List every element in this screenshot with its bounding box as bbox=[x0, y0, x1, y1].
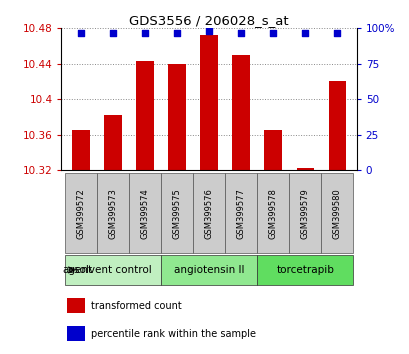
Bar bbox=[256, 173, 289, 253]
Text: percentile rank within the sample: percentile rank within the sample bbox=[91, 329, 255, 339]
Title: GDS3556 / 206028_s_at: GDS3556 / 206028_s_at bbox=[129, 14, 288, 27]
Point bbox=[333, 30, 340, 35]
Point bbox=[109, 30, 116, 35]
Text: solvent control: solvent control bbox=[74, 265, 151, 275]
Point bbox=[77, 30, 84, 35]
Bar bbox=[72, 130, 89, 170]
Bar bbox=[65, 173, 97, 253]
Bar bbox=[232, 55, 249, 170]
Bar bbox=[256, 255, 353, 285]
Bar bbox=[67, 298, 85, 313]
Bar bbox=[136, 61, 153, 170]
Bar bbox=[193, 173, 225, 253]
Bar bbox=[104, 115, 121, 170]
Text: angiotensin II: angiotensin II bbox=[173, 265, 244, 275]
Bar bbox=[264, 130, 281, 170]
Text: GSM399572: GSM399572 bbox=[76, 188, 85, 239]
Text: GSM399576: GSM399576 bbox=[204, 188, 213, 239]
Text: GSM399575: GSM399575 bbox=[172, 188, 181, 239]
Bar bbox=[97, 173, 128, 253]
Bar bbox=[65, 255, 161, 285]
Bar bbox=[168, 64, 185, 170]
Bar bbox=[289, 173, 321, 253]
Bar bbox=[225, 173, 256, 253]
Point bbox=[237, 30, 244, 35]
Bar bbox=[200, 35, 218, 170]
Point bbox=[141, 30, 148, 35]
Bar bbox=[161, 173, 193, 253]
Text: transformed count: transformed count bbox=[91, 301, 181, 311]
Bar bbox=[296, 168, 313, 170]
Bar bbox=[321, 173, 353, 253]
Text: GSM399573: GSM399573 bbox=[108, 188, 117, 239]
Text: GSM399577: GSM399577 bbox=[236, 188, 245, 239]
Text: GSM399579: GSM399579 bbox=[300, 188, 309, 239]
Bar bbox=[128, 173, 161, 253]
Bar bbox=[161, 255, 256, 285]
Text: GSM399580: GSM399580 bbox=[332, 188, 341, 239]
Point bbox=[301, 30, 308, 35]
Point bbox=[270, 30, 276, 35]
Bar bbox=[67, 326, 85, 341]
Point bbox=[205, 28, 212, 34]
Text: GSM399574: GSM399574 bbox=[140, 188, 149, 239]
Text: GSM399578: GSM399578 bbox=[268, 188, 277, 239]
Bar bbox=[328, 81, 346, 170]
Text: agent: agent bbox=[62, 265, 92, 275]
Text: torcetrapib: torcetrapib bbox=[276, 265, 333, 275]
Point bbox=[173, 30, 180, 35]
